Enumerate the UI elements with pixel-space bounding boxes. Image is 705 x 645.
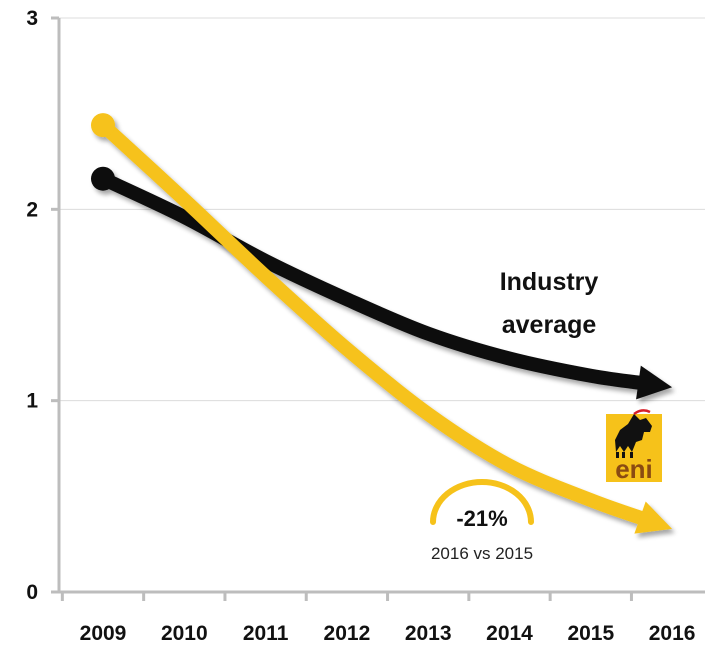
series-label-industry-line1: Industry (500, 268, 599, 296)
data-point-0-2011 (264, 259, 268, 263)
x-tick-label-2014: 2014 (486, 622, 533, 645)
x-tick-label-2016: 2016 (649, 622, 696, 645)
x-tick-label-2011: 2011 (243, 622, 289, 645)
series-start-point-1 (91, 113, 115, 138)
y-tick-label-0: 0 (26, 581, 38, 604)
y-tick-label-2: 2 (26, 198, 38, 221)
series-line-1 (96, 118, 654, 527)
series-1 (91, 113, 674, 534)
data-point-0-2009 (101, 177, 105, 181)
data-point-1-2011 (264, 274, 268, 278)
series-label-industry-line2: average (502, 311, 597, 339)
data-point-1-2009 (101, 123, 105, 127)
x-tick-label-2012: 2012 (324, 622, 371, 645)
data-point-1-2010 (182, 198, 186, 202)
data-point-0-2010 (182, 215, 186, 219)
series-line-0 (96, 171, 653, 391)
six-legged-dog-icon (615, 409, 652, 458)
change-basis: 2016 vs 2015 (431, 544, 533, 563)
data-point-0-2015 (589, 374, 593, 378)
series-arrowhead-1 (634, 501, 673, 534)
change-value: -21% (456, 506, 507, 531)
data-point-0-2013 (426, 332, 430, 336)
eni-logo: eni (606, 409, 662, 484)
data-point-1-2012 (345, 347, 349, 351)
y-tick-label-1: 1 (26, 390, 38, 413)
data-point-0-2012 (345, 297, 349, 301)
data-point-1-2015 (589, 498, 593, 502)
x-tick-label-2013: 2013 (405, 622, 452, 645)
y-tick-label-3: 3 (26, 7, 38, 30)
series-0 (91, 166, 674, 400)
change-gauge-arc (430, 479, 534, 525)
data-point-0-2014 (508, 357, 512, 361)
x-tick-label-2010: 2010 (161, 622, 208, 645)
data-point-0-2016 (670, 385, 674, 389)
eni-logo-text: eni (615, 454, 653, 484)
axes (57, 18, 705, 594)
series-group (91, 113, 674, 534)
data-point-1-2014 (508, 464, 512, 468)
series-arrowhead-0 (636, 365, 673, 400)
y-ticks: 0 1 2 3 (26, 7, 59, 604)
series-start-point-0 (91, 166, 115, 191)
x-tick-label-2015: 2015 (567, 622, 614, 645)
data-point-1-2013 (426, 412, 430, 416)
x-tick-label-2009: 2009 (80, 622, 127, 645)
x-ticks: 2009 2010 2011 2012 2013 2014 2015 2016 (60, 592, 696, 645)
data-point-1-2016 (670, 527, 674, 531)
